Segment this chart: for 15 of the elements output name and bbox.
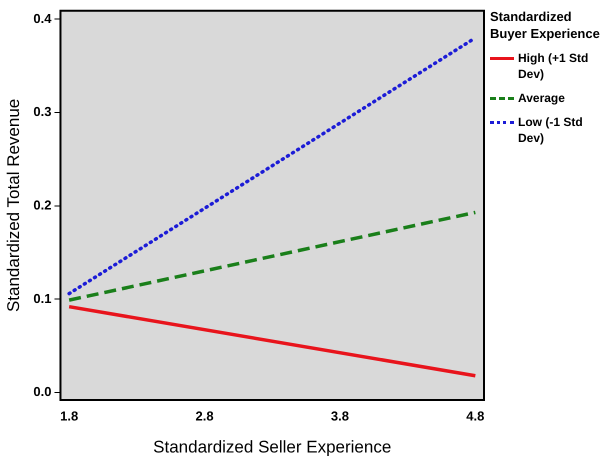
y-tick-label: 0.1 [33, 290, 52, 306]
x-tick-label: 2.8 [195, 408, 214, 424]
x-tick-label: 4.8 [466, 408, 484, 424]
legend-label: High (+1 Std Dev) [518, 50, 590, 82]
legend-label: Average [518, 90, 566, 106]
x-axis-title: Standardized Seller Experience [153, 437, 392, 456]
x-tick-label: 3.8 [330, 408, 349, 424]
y-tick-label: 0.2 [33, 197, 52, 212]
y-axis-title: Standardized Total Revenue [4, 98, 23, 312]
legend-label: Low (-1 Std Dev) [518, 114, 584, 146]
y-tick-label: 0.0 [33, 384, 52, 400]
y-tick-label: 0.4 [33, 10, 52, 26]
legend-title: Standardized Buyer Experience [490, 8, 601, 42]
y-tick-label: 0.3 [33, 104, 52, 120]
x-tick-label: 1.8 [60, 408, 78, 424]
